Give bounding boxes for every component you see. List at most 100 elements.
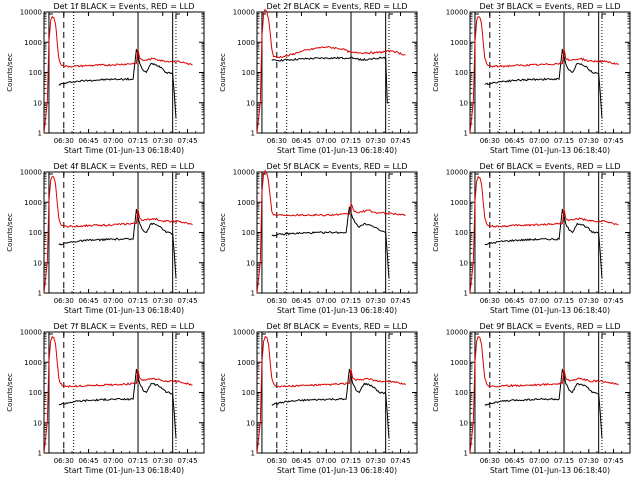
y-tick-label: 10 xyxy=(459,259,468,267)
series-line-lld xyxy=(256,169,406,294)
y-tick-label: 100 xyxy=(242,229,255,237)
y-tick-label: 100 xyxy=(455,389,468,397)
x-tick-label: 07:30 xyxy=(366,137,386,145)
y-axis-label: Counts/sec xyxy=(6,213,14,252)
y-tick-label: 1 xyxy=(464,130,468,138)
y-axis-label: Counts/sec xyxy=(219,373,227,412)
chart-panel: Det 6f BLACK = Events, RED = LLD Counts/s… xyxy=(432,162,631,315)
x-tick-label: 07:15 xyxy=(128,297,148,305)
series-line-lld xyxy=(43,335,193,454)
x-tick-label: 06:45 xyxy=(291,137,311,145)
y-tick-label: 1000 xyxy=(450,199,468,207)
interval-bracket xyxy=(48,173,53,179)
y-tick-label: 10000 xyxy=(446,329,468,337)
x-axis-label: Start Time (01-Jun-13 06:18:40) xyxy=(64,466,184,475)
y-tick-label: 1000 xyxy=(237,39,255,47)
y-axis-label: Counts/sec xyxy=(432,213,440,252)
series-line-lld xyxy=(469,16,619,134)
y-tick-label: 1 xyxy=(251,130,255,138)
x-axis-label: Start Time (01-Jun-13 06:18:40) xyxy=(277,306,397,315)
y-tick-label: 1000 xyxy=(24,39,42,47)
interval-bracket xyxy=(601,173,606,179)
chart-panel: Det 2f BLACK = Events, RED = LLD Counts/s… xyxy=(219,2,418,155)
plot-frame xyxy=(43,11,205,134)
series-line-events xyxy=(271,368,390,439)
x-tick-label: 06:30 xyxy=(480,297,500,305)
series-line-lld xyxy=(43,175,193,294)
x-tick-label: 06:30 xyxy=(54,137,74,145)
interval-bracket xyxy=(474,13,479,19)
y-tick-label: 1 xyxy=(464,290,468,298)
y-tick-label: 100 xyxy=(455,69,468,77)
chart-panel: Det 7f BLACK = Events, RED = LLD Counts/s… xyxy=(6,322,205,475)
y-tick-label: 10 xyxy=(33,419,42,427)
chart-panel: Det 8f BLACK = Events, RED = LLD Counts/s… xyxy=(219,322,418,475)
interval-bracket xyxy=(474,333,479,339)
x-tick-label: 07:15 xyxy=(341,297,361,305)
x-tick-label: 07:45 xyxy=(603,297,623,305)
y-tick-label: 1000 xyxy=(237,199,255,207)
x-axis-label: Start Time (01-Jun-13 06:18:40) xyxy=(277,146,397,155)
x-tick-label: 07:00 xyxy=(103,137,123,145)
series-line-lld xyxy=(469,336,619,454)
x-tick-label: 07:00 xyxy=(316,297,336,305)
x-tick-label: 07:00 xyxy=(103,457,123,465)
y-tick-label: 100 xyxy=(455,229,468,237)
chart-title: Det 3f BLACK = Events, RED = LLD xyxy=(479,2,620,11)
y-axis-label: Counts/sec xyxy=(432,373,440,412)
x-tick-label: 07:00 xyxy=(529,137,549,145)
interval-bracket xyxy=(601,13,606,19)
y-tick-label: 10000 xyxy=(233,329,255,337)
interval-bracket xyxy=(388,13,393,19)
chart-panel: Det 3f BLACK = Events, RED = LLD Counts/s… xyxy=(432,2,631,155)
x-axis-label: Start Time (01-Jun-13 06:18:40) xyxy=(64,146,184,155)
y-axis-label: Counts/sec xyxy=(6,373,14,412)
y-axis-label: Counts/sec xyxy=(219,213,227,252)
x-tick-label: 06:45 xyxy=(504,457,524,465)
y-tick-label: 100 xyxy=(29,389,42,397)
x-axis-label: Start Time (01-Jun-13 06:18:40) xyxy=(490,466,610,475)
chart-title: Det 4f BLACK = Events, RED = LLD xyxy=(53,162,194,171)
x-axis-label: Start Time (01-Jun-13 06:18:40) xyxy=(277,466,397,475)
chart-title: Det 7f BLACK = Events, RED = LLD xyxy=(53,322,194,331)
plot-frame xyxy=(43,331,205,454)
series-line-lld xyxy=(256,8,406,134)
x-axis-label: Start Time (01-Jun-13 06:18:40) xyxy=(490,146,610,155)
x-tick-label: 07:45 xyxy=(177,297,197,305)
x-tick-label: 06:45 xyxy=(78,297,98,305)
y-tick-label: 1 xyxy=(251,290,255,298)
x-tick-label: 07:15 xyxy=(554,137,574,145)
y-tick-label: 1 xyxy=(38,290,42,298)
x-tick-label: 06:45 xyxy=(78,457,98,465)
x-tick-label: 06:45 xyxy=(504,297,524,305)
y-tick-label: 100 xyxy=(29,229,42,237)
x-tick-label: 06:30 xyxy=(480,457,500,465)
interval-bracket xyxy=(175,173,180,179)
chart-panel: Det 5f BLACK = Events, RED = LLD Counts/s… xyxy=(219,162,418,315)
x-tick-label: 07:45 xyxy=(390,137,410,145)
chart-title: Det 9f BLACK = Events, RED = LLD xyxy=(479,322,620,331)
y-tick-label: 100 xyxy=(242,389,255,397)
x-tick-label: 06:30 xyxy=(54,457,74,465)
x-tick-label: 07:30 xyxy=(579,137,599,145)
x-tick-label: 07:15 xyxy=(128,457,148,465)
interval-bracket xyxy=(261,333,266,339)
plot-frame xyxy=(469,171,631,294)
y-tick-label: 10 xyxy=(246,99,255,107)
y-tick-label: 1 xyxy=(38,130,42,138)
chart-title: Det 8f BLACK = Events, RED = LLD xyxy=(266,322,407,331)
interval-bracket xyxy=(388,173,393,179)
x-tick-label: 07:45 xyxy=(603,137,623,145)
y-tick-label: 10 xyxy=(459,99,468,107)
y-tick-label: 1 xyxy=(38,450,42,458)
plot-frame xyxy=(469,11,631,134)
series-line-events xyxy=(271,56,389,104)
series-line-events xyxy=(271,206,390,279)
x-tick-label: 07:45 xyxy=(177,137,197,145)
x-tick-label: 07:00 xyxy=(103,297,123,305)
x-tick-label: 07:30 xyxy=(579,457,599,465)
x-tick-label: 07:15 xyxy=(341,457,361,465)
x-tick-label: 07:30 xyxy=(153,297,173,305)
x-tick-label: 07:45 xyxy=(390,457,410,465)
x-tick-label: 06:45 xyxy=(78,137,98,145)
